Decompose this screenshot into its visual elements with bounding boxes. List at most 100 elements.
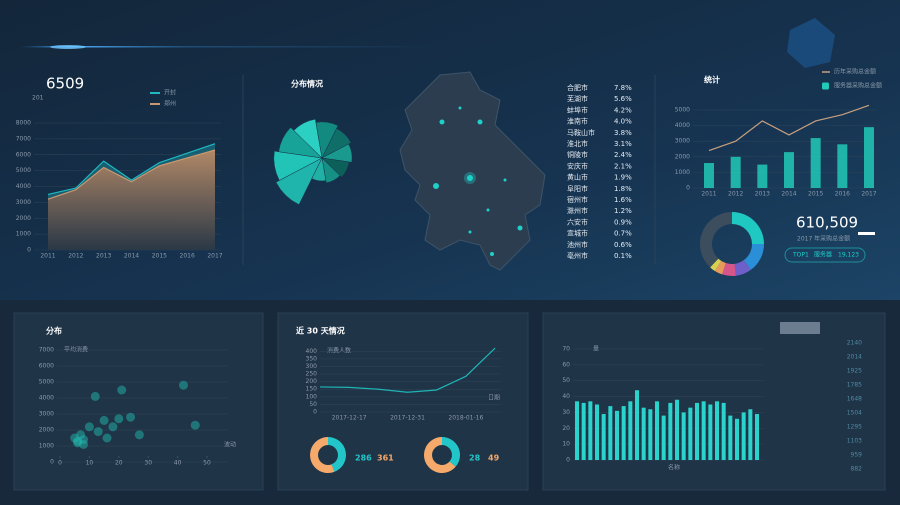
line [47,143,216,196]
city-share: 0.6% [614,241,632,249]
x-tick-label: 0 [58,460,62,467]
bar [641,407,646,460]
x-tick-label: 30 [144,460,152,467]
bar [681,412,686,460]
panel [277,312,529,491]
y-tick-label: 1000 [16,231,31,238]
header-glow-spot [50,45,86,49]
x-tick-label: 2011 [701,191,716,198]
bar [628,401,633,460]
city-share: 7.8% [614,84,632,92]
x-tick-label: 40 [174,460,182,467]
y-axis-label: 平均消费 [64,346,88,354]
y-tick-label: 5000 [39,379,54,386]
y-tick-label: 5000 [675,107,690,114]
x-tick-label: 2016 [835,191,850,198]
legend-label: 开封 [164,89,176,97]
y-tick-label: 3000 [39,411,54,418]
scatter-point [108,422,118,432]
bar [581,402,586,460]
y-tick-label: 2000 [675,153,690,160]
bar [621,406,626,460]
top-value: 19,123 [838,252,859,259]
bar [735,418,739,460]
line [319,347,496,393]
y-tick-label: 30 [562,409,570,416]
y-tick-label: 60 [562,361,570,368]
total-caption: 2017 年采购总金额 [797,235,850,243]
y-tick-label: 5000 [16,167,31,174]
y-tick-label: 0 [50,459,54,466]
scatter-point [114,414,124,424]
donut-value: 28 [469,454,481,463]
x-tick-label: 2014 [781,191,796,198]
y-tick-label: 7000 [16,135,31,142]
city-share: 2.4% [614,151,632,159]
city-name: 亳州市 [567,251,588,260]
y-tick-label: 6000 [16,151,31,158]
city-share: 5.6% [614,95,632,103]
bar [864,127,874,188]
map-dots [433,106,523,256]
x-tick-label: 2017 [207,253,222,260]
y2-tick-label: 1103 [847,438,862,445]
x-tick-label: 2017 [861,191,876,198]
city-share: 0.9% [614,218,632,226]
donut-segment [423,437,456,473]
y-tick-label: 70 [562,346,570,353]
bar [595,404,599,460]
y-tick-label: 350 [306,355,318,362]
scatter-point [93,427,103,437]
x-tick-label: 2017-12-17 [332,415,367,422]
x-axis-label: 日期 [488,394,500,402]
donut-segment [442,437,460,467]
y-tick-label: 0 [313,409,317,416]
y-tick-label: 50 [562,377,570,384]
city-name: 池州市 [567,240,588,249]
x-tick-label: 2014 [124,253,139,260]
city-share: 4.2% [614,106,632,114]
y-tick-label: 1000 [675,169,690,176]
area [48,149,215,250]
legend-label: 历年采购总金额 [834,68,876,76]
city-name: 淮南市 [567,117,588,126]
bar [730,156,741,188]
x-tick-label: 2015 [808,191,823,198]
chart-title: 分布情况 [291,79,323,89]
bar [588,401,593,460]
bar [615,410,619,460]
scatter-point [79,439,89,449]
y2-tick-label: 959 [851,452,863,459]
donut-segment [743,244,764,270]
x-tick-label: 2017-12-31 [390,415,425,422]
y2-tick-label: 1295 [847,424,862,431]
y2-tick-label: 2140 [847,340,862,347]
chart-subtitle: 201 [32,95,44,102]
donut-segment [734,260,751,276]
donut-segment [328,437,346,472]
scatter-point [190,420,200,430]
x-tick-label: 50 [203,460,211,467]
y2-tick-label: 1648 [847,396,862,403]
y-tick-label: 0 [686,185,690,192]
y-tick-label: 200 [306,378,318,385]
y-tick-label: 4000 [39,395,54,402]
bar [575,401,579,460]
city-share: 1.9% [614,174,632,182]
bar [757,164,768,188]
bar [721,402,726,460]
bar [675,399,679,460]
scatter-point [126,412,136,422]
y-tick-label: 10 [562,441,570,448]
donut-segment [310,437,335,473]
y2-tick-label: 1925 [847,368,862,375]
city-share: 0.1% [614,252,632,260]
y-tick-label: 8000 [16,120,31,127]
top-label: TOP1 [792,252,809,259]
bar [748,409,753,460]
y2-tick-label: 2014 [847,354,862,361]
province-map [399,71,546,271]
bar [728,415,733,460]
city-share: 1.8% [614,185,632,193]
